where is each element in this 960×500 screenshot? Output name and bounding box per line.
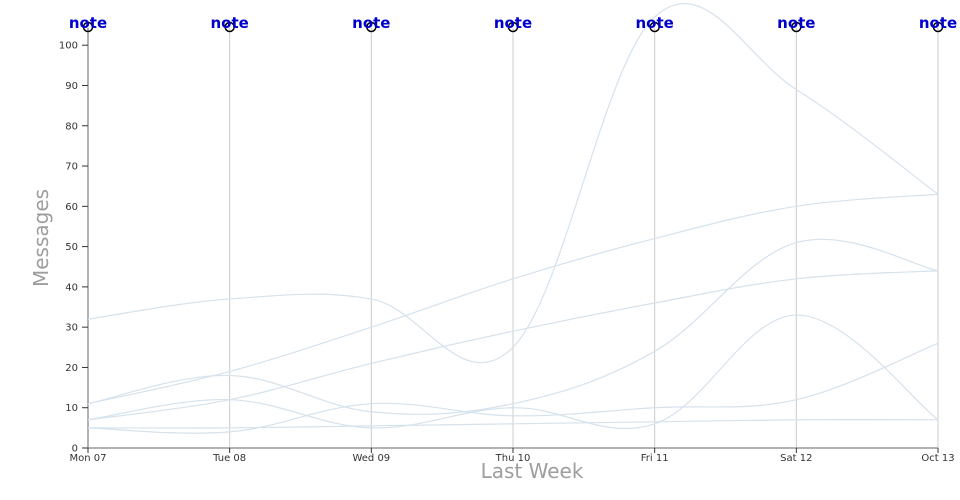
x-tick-label: Tue 08 bbox=[212, 453, 246, 464]
series-line bbox=[87, 3, 939, 364]
y-tick-label: 30 bbox=[65, 323, 78, 334]
series-lines bbox=[87, 3, 939, 434]
series-line bbox=[87, 314, 939, 429]
y-tick-label: 60 bbox=[65, 202, 78, 213]
y-tick-label: 100 bbox=[59, 41, 78, 52]
y-tick-label: 70 bbox=[65, 162, 78, 173]
x-tick-label: Mon 07 bbox=[70, 453, 107, 464]
axes: 0 10 20 30 40 50 60 70 80 90 100 Mon 07 Tue 08 Wed 09… bbox=[59, 28, 955, 464]
note-label: note bbox=[919, 14, 957, 32]
series-line bbox=[87, 193, 939, 405]
x-tick-label: Thu 10 bbox=[495, 453, 531, 464]
note-label: note bbox=[69, 14, 107, 32]
note-marker bbox=[791, 21, 802, 33]
note-marker bbox=[82, 21, 94, 33]
note-marker bbox=[224, 21, 235, 33]
y-tick-label: 50 bbox=[65, 242, 78, 253]
y-tick-label: 0 bbox=[72, 444, 78, 455]
note-marker bbox=[649, 21, 660, 33]
x-axis-title: Last Week bbox=[481, 459, 584, 483]
y-tick-label: 90 bbox=[65, 81, 78, 92]
y-tick-label: 40 bbox=[65, 282, 78, 293]
annotations: note note note note note note note bbox=[69, 14, 957, 33]
note-marker bbox=[366, 21, 377, 33]
y-tick-label: 20 bbox=[65, 363, 78, 374]
series-line bbox=[87, 419, 939, 429]
x-tick-label: Sat 12 bbox=[780, 453, 812, 464]
x-tick-label: Wed 09 bbox=[352, 453, 390, 464]
note-label: note bbox=[636, 14, 674, 32]
y-axis-title: Messages bbox=[29, 189, 53, 287]
note-label: note bbox=[352, 14, 390, 32]
note-marker bbox=[507, 21, 519, 33]
note-marker bbox=[932, 21, 944, 33]
y-tick-label: 80 bbox=[65, 121, 78, 132]
note-label: note bbox=[211, 14, 249, 32]
note-label: note bbox=[494, 14, 532, 32]
vertical-gridlines bbox=[87, 28, 939, 448]
x-tick-label: Fri 11 bbox=[641, 453, 669, 464]
series-line bbox=[87, 238, 939, 415]
x-tick-label: Oct 13 bbox=[921, 453, 954, 464]
y-tick-label: 10 bbox=[65, 403, 78, 414]
series-line bbox=[87, 342, 939, 434]
note-label: note bbox=[777, 14, 815, 32]
